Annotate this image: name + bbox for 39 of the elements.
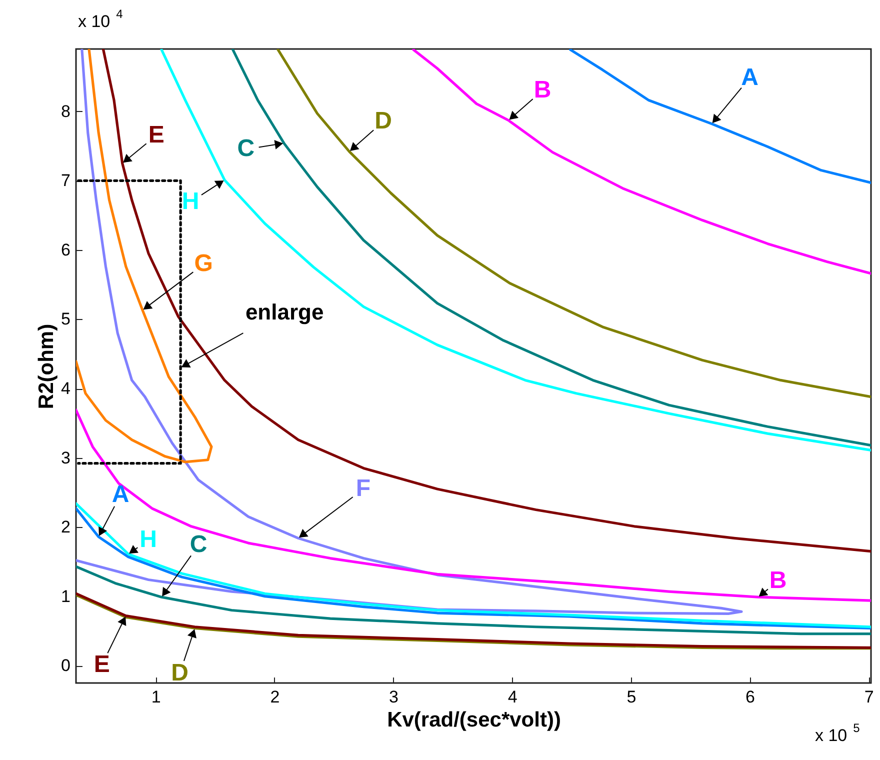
line-series xyxy=(412,49,871,275)
annotation: enlarge xyxy=(245,300,324,325)
series-label: A xyxy=(741,64,758,91)
series-label: D xyxy=(171,659,189,686)
line-series xyxy=(76,565,871,636)
series-label: B xyxy=(534,76,552,104)
x-tick-label: 4 xyxy=(508,688,518,706)
series-label: E xyxy=(94,650,110,678)
y-tick-label: 3 xyxy=(61,448,70,468)
x-tick-label: 2 xyxy=(270,688,280,706)
y-tick-label: 2 xyxy=(61,518,70,537)
line-series xyxy=(569,49,871,184)
x-tick-label: 7 xyxy=(864,688,874,706)
text: F xyxy=(356,475,371,502)
x-tick-label: 6 xyxy=(746,688,756,706)
series-label: H xyxy=(182,188,200,215)
y-tick-label: 4 xyxy=(61,379,70,398)
series-label: A xyxy=(112,480,130,508)
y-tick-label: 5 xyxy=(61,310,70,329)
line-series xyxy=(102,49,871,553)
text: G xyxy=(194,250,213,278)
y-tick-label: 7 xyxy=(61,171,70,190)
line-series xyxy=(76,49,213,464)
y-tick-label: 8 xyxy=(61,102,70,121)
y-tick-label: 0 xyxy=(61,656,70,676)
series-label: D xyxy=(374,108,392,135)
y-axis-title: R2(ohm) xyxy=(35,324,58,410)
x-tick-label: 3 xyxy=(389,688,399,706)
series-label: E xyxy=(148,121,164,148)
series-label: H xyxy=(140,526,157,554)
x-tick-label: 5 xyxy=(626,688,636,706)
y-tick-label: 1 xyxy=(61,586,70,606)
x-tick-label: 1 xyxy=(151,688,161,706)
x-axis-title: Kv(rad/(sec*volt)) xyxy=(387,708,561,732)
line-series xyxy=(76,408,871,602)
y-tick-label: 6 xyxy=(61,240,70,260)
series-label: C xyxy=(190,531,208,558)
series-label: B xyxy=(769,567,787,594)
series-label: C xyxy=(237,135,255,162)
